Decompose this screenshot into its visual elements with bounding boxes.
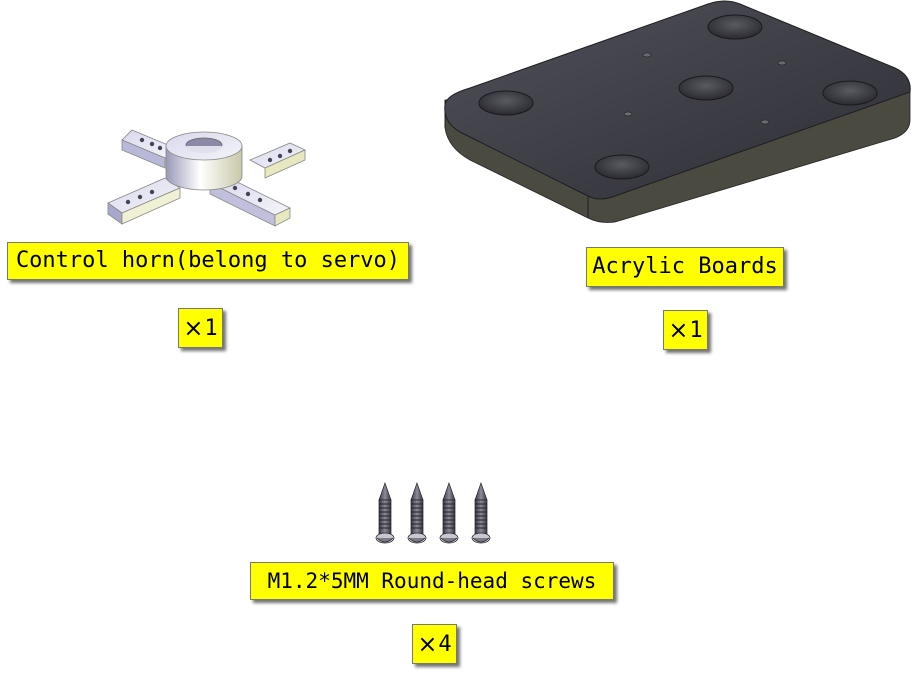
part-label-control-horn: Control horn(belong to servo) [7,242,409,280]
quantity-value: 1 [204,315,218,341]
control-horn-image [107,129,306,227]
screws-image [375,481,491,544]
part-label-screws: M1.2*5MM Round-head screws [250,562,614,600]
acrylic-board-image [444,0,911,223]
quantity-badge-control-horn: × 1 [178,308,223,348]
quantity-symbol: × [668,316,689,344]
part-label-acrylic-boards: Acrylic Boards [586,247,784,287]
quantity-value: 4 [438,631,452,657]
quantity-value: 1 [689,317,703,343]
quantity-badge-acrylic-boards: × 1 [663,310,708,350]
quantity-symbol: × [417,630,438,658]
quantity-symbol: × [183,314,204,342]
quantity-badge-screws: × 4 [412,624,457,664]
